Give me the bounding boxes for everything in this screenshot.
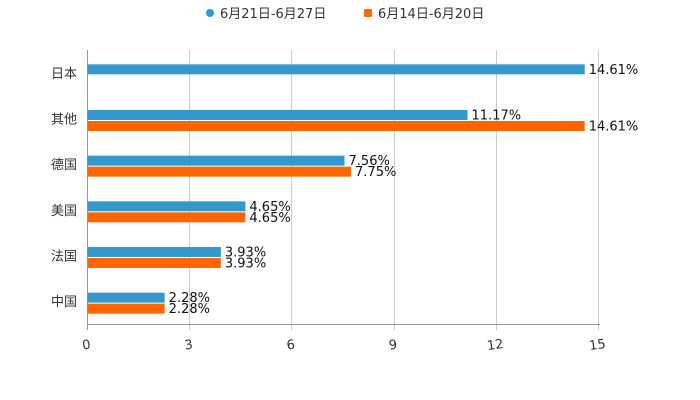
data-label-0-1: 11.17%	[472, 109, 522, 124]
legend-label-1: 6月14日-6月20日	[378, 7, 484, 22]
x-tick-label-1: 3	[184, 338, 194, 354]
x-axis: 0 3 6 9 12 15	[81, 324, 607, 354]
category-label-1: 其他	[51, 113, 77, 128]
x-tick-label-5: 15	[588, 337, 606, 354]
data-label-1-1: 14.61%	[589, 120, 639, 135]
category-label-4: 法国	[51, 250, 77, 265]
legend-marker-1	[364, 9, 372, 17]
x-tick-label-3: 9	[388, 338, 398, 354]
bar-1-5	[87, 303, 165, 314]
data-labels: 14.61% 11.17% 14.61% 7.56%7.75% 4.65%4.65% 3.…	[169, 63, 639, 317]
bar-0-0	[87, 64, 585, 75]
data-label-1-5: 2.28%	[169, 302, 210, 317]
bars	[87, 64, 585, 314]
grid	[87, 50, 599, 330]
bar-1-2	[87, 166, 352, 177]
data-label-1-3: 4.65%	[249, 211, 290, 226]
bar-0-2	[87, 155, 345, 166]
data-label-1-2: 7.75%	[355, 165, 396, 180]
bar-0-4	[87, 247, 221, 257]
x-tick-label-2: 6	[286, 338, 296, 354]
data-label-0-4: 3.93%	[225, 246, 266, 261]
category-label-0: 日本	[51, 67, 77, 82]
legend: 6月21日-6月27日 6月14日-6月20日	[206, 7, 484, 22]
category-label-3: 美国	[51, 204, 77, 219]
category-label-2: 德国	[51, 158, 77, 173]
x-tick-label-4: 12	[486, 337, 504, 354]
bar-0-1	[87, 110, 468, 120]
category-label-5: 中国	[51, 295, 77, 310]
bar-0-5	[87, 292, 165, 303]
data-label-0-0: 14.61%	[589, 63, 639, 78]
bar-0-3	[87, 201, 246, 212]
data-label-0-5: 2.28%	[169, 291, 210, 306]
bar-1-4	[87, 258, 221, 268]
bar-1-1	[87, 121, 585, 131]
legend-label-0: 6月21日-6月27日	[220, 7, 326, 22]
data-label-1-4: 3.93%	[225, 257, 266, 272]
data-label-0-2: 7.56%	[349, 154, 390, 169]
x-tick-label-0: 0	[81, 338, 91, 354]
data-label-0-3: 4.65%	[249, 200, 290, 215]
legend-marker-0	[206, 9, 214, 17]
bar-1-3	[87, 212, 246, 223]
